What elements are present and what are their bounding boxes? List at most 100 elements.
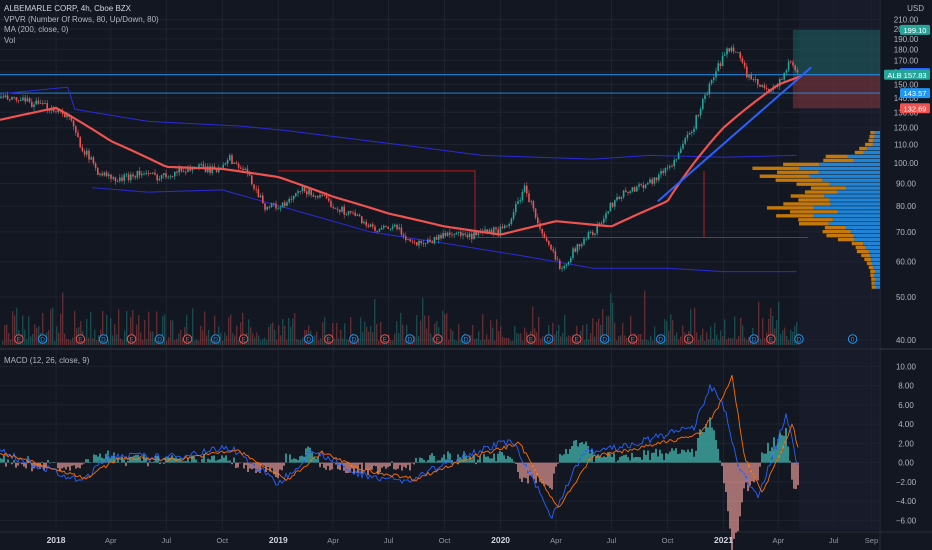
vpvr-up-bar xyxy=(818,170,880,174)
macd-indicator-label[interactable]: MACD (12, 26, close, 9) xyxy=(4,356,90,365)
volume-bar xyxy=(130,317,132,345)
macd-histogram-bar xyxy=(243,462,245,469)
macd-histogram-bar xyxy=(567,453,569,463)
candle-body xyxy=(211,166,213,173)
macd-histogram-bar xyxy=(189,461,191,463)
volume-bar xyxy=(760,339,762,345)
volume-bar xyxy=(102,310,104,345)
vpvr-up-bar xyxy=(868,249,880,254)
macd-histogram-bar xyxy=(663,460,665,463)
volume-bar xyxy=(240,322,242,345)
volume-bar xyxy=(116,334,118,345)
candle-body xyxy=(378,229,381,232)
volume-bar xyxy=(34,324,36,345)
earnings-marker-label: E xyxy=(129,337,134,344)
candle-body xyxy=(154,172,156,175)
volume-bar xyxy=(642,339,644,345)
macd-histogram-bar xyxy=(667,453,669,463)
vpvr-up-bar xyxy=(870,253,880,258)
candle-body xyxy=(519,200,521,202)
volume-bar xyxy=(396,321,398,345)
volume-bar xyxy=(430,333,432,345)
candle-body xyxy=(660,170,662,175)
macd-histogram-bar xyxy=(393,462,395,470)
candle-body xyxy=(35,100,37,105)
vpvr-down-bar xyxy=(871,277,876,281)
macd-histogram-bar xyxy=(21,462,23,465)
macd-axis-tick-label: 0.00 xyxy=(898,459,914,468)
volume-bar xyxy=(208,329,210,345)
volume-bar xyxy=(150,331,152,345)
macd-histogram-bar xyxy=(605,457,607,463)
vpvr-down-bar xyxy=(851,241,864,246)
volume-bar xyxy=(364,321,366,345)
price-axis-tick-label: 210.00 xyxy=(894,16,919,25)
macd-histogram-bar xyxy=(29,461,31,463)
candle-body xyxy=(389,228,392,230)
macd-histogram-bar xyxy=(737,462,739,532)
earnings-marker-label: E xyxy=(687,337,692,344)
candle-body xyxy=(455,232,458,235)
volume-bar xyxy=(666,321,668,345)
macd-histogram-bar xyxy=(213,455,215,463)
macd-histogram-bar xyxy=(641,459,643,463)
candle-body xyxy=(761,85,763,87)
macd-histogram-bar xyxy=(375,462,377,467)
vpvr-down-bar xyxy=(783,162,820,167)
macd-histogram-bar xyxy=(489,458,491,463)
candle-body xyxy=(295,193,297,197)
ma-indicator-label[interactable]: MA (200, close, 0) xyxy=(4,25,69,34)
candle-body xyxy=(9,99,11,101)
candle-body xyxy=(444,233,447,236)
candle-body xyxy=(347,211,350,215)
volume-bar xyxy=(540,338,542,345)
macd-histogram-bar xyxy=(507,455,509,463)
candle-body xyxy=(15,97,18,101)
candle-body xyxy=(218,167,220,172)
volume-bar xyxy=(558,324,560,345)
volume-bar xyxy=(560,336,562,345)
macd-histogram-bar xyxy=(653,452,655,463)
volume-bar xyxy=(376,323,378,345)
vpvr-indicator-label[interactable]: VPVR (Number Of Rows, 80, Up/Down, 80) xyxy=(4,14,159,24)
macd-histogram-bar xyxy=(521,462,523,483)
volume-bar xyxy=(434,323,436,345)
macd-histogram-bar xyxy=(345,462,347,474)
candle-body xyxy=(398,227,400,229)
volume-bar xyxy=(770,307,772,345)
candle-body xyxy=(0,96,2,98)
candle-body xyxy=(649,179,651,183)
macd-histogram-bar xyxy=(27,456,29,463)
candle-body xyxy=(627,191,629,193)
candle-body xyxy=(242,168,244,170)
trend-line xyxy=(657,66,812,203)
volume-bar xyxy=(414,336,416,345)
volume-bar xyxy=(772,315,774,345)
macd-histogram-bar xyxy=(523,462,525,478)
vpvr-down-bar xyxy=(759,174,810,178)
vpvr-up-bar xyxy=(865,245,880,250)
candle-body xyxy=(603,218,605,223)
price-axis-tick-label: 110.00 xyxy=(894,141,918,150)
symbol-title[interactable]: ALBEMARLE CORP, 4h, Cboe BZX xyxy=(4,4,132,13)
candle-body xyxy=(226,160,229,164)
macd-histogram-bar xyxy=(657,456,659,463)
macd-histogram-bar xyxy=(377,462,379,475)
macd-axis-tick-label: 2.00 xyxy=(898,439,914,448)
volume-bar xyxy=(590,333,592,345)
volume-bar xyxy=(452,331,454,345)
dividend-marker-label: D xyxy=(464,337,469,344)
price-axis-tick-label: 90.00 xyxy=(896,179,917,188)
candle-body xyxy=(589,232,592,233)
volume-indicator-label[interactable]: Vol xyxy=(4,35,16,45)
candle-body xyxy=(565,264,568,266)
future-event-marker-label: 0 xyxy=(851,337,855,344)
candle-body xyxy=(22,97,24,101)
candle-body xyxy=(383,225,385,228)
macd-histogram-bar xyxy=(187,457,189,463)
macd-histogram-bar xyxy=(669,451,671,463)
event-marker xyxy=(656,334,666,344)
candle-body xyxy=(209,166,211,173)
candle-body xyxy=(431,241,433,244)
